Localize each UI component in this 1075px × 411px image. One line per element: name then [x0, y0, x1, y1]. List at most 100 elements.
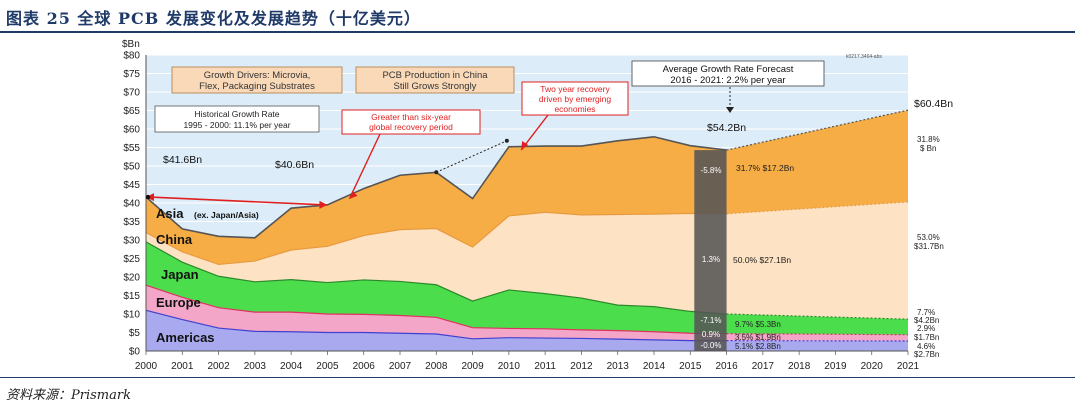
label-europe: Europe	[156, 295, 201, 310]
value-2005: $40.6Bn	[275, 159, 314, 171]
dot-2000	[145, 194, 151, 200]
red-arrow-six-year	[348, 133, 381, 200]
right-japan-pct: 7.7%	[917, 308, 935, 317]
growth-drivers-line1: Growth Drivers: Microvia,	[204, 70, 311, 81]
boundary-line	[145, 211, 727, 266]
right-americas-amt: $2.7Bn	[914, 350, 939, 359]
dot-2010	[504, 138, 509, 143]
area-japan	[146, 241, 908, 335]
area-europe	[146, 285, 908, 342]
arrowhead-two-year	[521, 141, 529, 151]
right-china-pct: 53.0%	[917, 233, 940, 242]
growth-2016-americas: -0.0%	[701, 341, 722, 350]
x-tick-label: 2015	[679, 361, 702, 372]
source-note: 资料来源：Prismark	[6, 388, 131, 403]
china-production-line1: PCB Production in China	[382, 70, 488, 81]
x-tick-label: 2017	[752, 361, 775, 372]
right-japan-amt: $4.2Bn	[914, 316, 939, 325]
y-tick-label: $55	[123, 143, 140, 154]
label-asia: Asia	[156, 206, 184, 221]
right-asia-amt: $ Bn	[920, 144, 936, 153]
historical-rate-line1: Historical Growth Rate	[194, 109, 279, 119]
value-2016: $54.2Bn	[707, 122, 746, 134]
value-2000: $41.6Bn	[163, 154, 202, 166]
dot-2008	[434, 170, 439, 175]
x-tick-label: 2001	[171, 361, 194, 372]
y-tick-label: $80	[123, 51, 140, 62]
dotted-line-recovery	[436, 140, 508, 173]
forecast-box	[631, 60, 825, 87]
arrowhead-right	[319, 200, 328, 209]
x-tick-label: 2006	[353, 361, 376, 372]
label-japan: Japan	[161, 267, 199, 282]
x-tick-label: 2019	[824, 361, 847, 372]
share-2016-japan: 9.7% $5.3Bn	[735, 320, 781, 329]
right-china-amt: $31.7Bn	[914, 242, 944, 251]
y-axis-unit: $Bn	[122, 39, 140, 50]
y-tick-label: $5	[129, 328, 141, 339]
x-tick-label: 2000	[135, 361, 158, 372]
forecast-band	[694, 150, 727, 351]
growth-2016-asia: -5.8%	[701, 166, 722, 175]
x-tick-label: 2003	[244, 361, 267, 372]
y-tick-label: $15	[123, 291, 140, 302]
boundary-line	[145, 284, 727, 335]
y-tick-label: $40	[123, 199, 140, 210]
x-tick-label: 2008	[425, 361, 448, 372]
x-tick-label: 2005	[316, 361, 339, 372]
pcb-area-chart: $0 $5 $10 $15 $20 $25 $30 $35 $40 $45 $50 $55 $60 $65…	[122, 39, 953, 372]
six-year-line1: Greater than six-year	[371, 112, 451, 122]
y-tick-label: $50	[123, 162, 140, 173]
x-tick-label: 2009	[461, 361, 484, 372]
label-china: China	[156, 232, 193, 247]
x-tick-label: 2014	[643, 361, 666, 372]
two-year-line2: driven by emerging	[539, 94, 612, 104]
historical-rate-line2: 1995 - 2000: 11.1% per year	[183, 120, 290, 130]
value-2021: $60.4Bn	[914, 98, 953, 110]
two-year-line1: Two year recovery	[540, 84, 610, 94]
six-year-line2: global recovery period	[369, 122, 453, 132]
band-2016	[694, 150, 727, 351]
y-tick-label: $20	[123, 273, 140, 284]
title-rule	[0, 31, 1075, 33]
y-tick-label: $0	[129, 347, 141, 358]
page-title: 图表 25 全球 PCB 发展变化及发展趋势（十亿美元）	[6, 9, 421, 28]
share-2016-americas: 5.1% $2.8Bn	[735, 342, 781, 351]
china-production-line2: Still Grows Strongly	[394, 81, 477, 92]
y-tick-label: $65	[123, 106, 140, 117]
y-tick-label: $35	[123, 217, 140, 228]
growth-2016-japan: -7.1%	[701, 316, 722, 325]
red-arrow-historical	[149, 196, 324, 206]
share-2016-europe: 3.5% $1.9Bn	[735, 333, 781, 342]
growth-drivers-box	[171, 66, 343, 94]
china-production-box	[355, 66, 515, 94]
area-asia	[146, 110, 908, 265]
share-2016-china: 50.0% $27.1Bn	[733, 255, 791, 265]
x-tick-label: 2021	[897, 361, 920, 372]
x-tick-label: 2011	[534, 361, 556, 372]
two-year-line3: economies	[554, 104, 595, 114]
share-2016-asia: 31.7% $17.2Bn	[736, 163, 794, 173]
x-tick-label: 2012	[570, 361, 593, 372]
x-tick-label: 2020	[861, 361, 884, 372]
x-tick-label: 2007	[389, 361, 412, 372]
x-tick-label: 2004	[280, 361, 303, 372]
y-tick-label: $25	[123, 254, 140, 265]
label-asia-suffix: (ex. Japan/Asia)	[194, 210, 259, 220]
forecast-line1: Average Growth Rate Forecast	[663, 64, 794, 75]
source-rule	[0, 377, 1075, 378]
forecast-pointer-head	[726, 107, 734, 113]
y-tick-label: $60	[123, 125, 140, 136]
six-year-box	[341, 109, 481, 135]
figure-code: k0217.3464-abs	[846, 54, 882, 60]
right-asia-pct: 31.8%	[917, 135, 940, 144]
y-tick-label: $30	[123, 236, 140, 247]
x-tick-label: 2010	[498, 361, 521, 372]
annotation-marks	[145, 87, 734, 209]
growth-2016-china: 1.3%	[702, 255, 720, 264]
y-tick-label: $75	[123, 69, 140, 80]
forecast-boundary-line	[726, 109, 909, 151]
boundary-line	[145, 241, 727, 315]
x-tick-label: 2013	[607, 361, 630, 372]
right-europe-amt: $1.7Bn	[914, 333, 939, 342]
